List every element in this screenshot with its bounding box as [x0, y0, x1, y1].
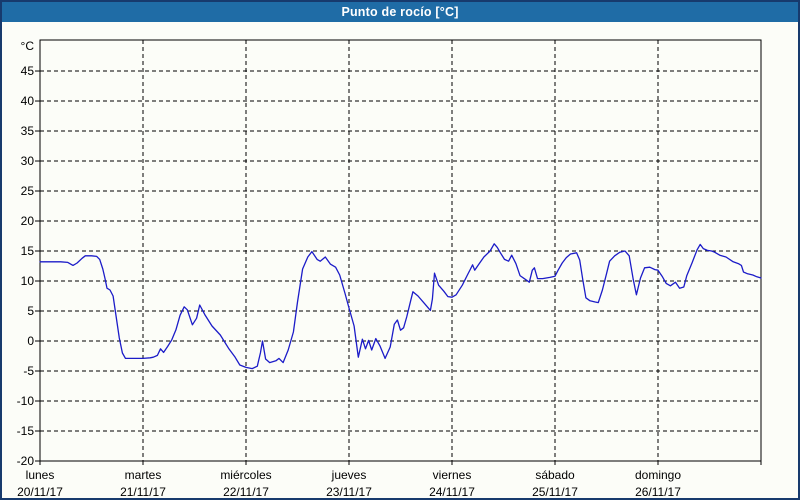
x-day-label: miércoles: [220, 468, 271, 482]
y-tick-label: -5: [23, 364, 34, 378]
x-date-label: 25/11/17: [532, 485, 578, 499]
y-tick-label: -20: [17, 454, 35, 468]
x-day-label: lunes: [26, 468, 55, 482]
y-tick-label: -10: [17, 394, 35, 408]
page-title: Punto de rocío [°C]: [341, 5, 459, 19]
x-day-label: jueves: [331, 468, 367, 482]
x-day-label: martes: [125, 468, 162, 482]
y-tick-label: -15: [17, 424, 35, 438]
x-date-label: 26/11/17: [635, 485, 681, 499]
title-bar: Punto de rocío [°C]: [2, 2, 798, 22]
y-tick-label: 30: [21, 154, 35, 168]
x-day-label: sábado: [535, 468, 575, 482]
x-date-label: 24/11/17: [429, 485, 475, 499]
x-date-label: 22/11/17: [223, 485, 269, 499]
y-unit-label: °C: [21, 39, 35, 53]
plot-border: [39, 39, 762, 462]
x-day-label: domingo: [635, 468, 681, 482]
x-date-label: 21/11/17: [120, 485, 166, 499]
y-tick-label: 25: [21, 184, 35, 198]
x-date-label: 23/11/17: [326, 485, 372, 499]
y-tick-label: 5: [27, 304, 34, 318]
y-tick-label: 35: [21, 124, 35, 138]
y-tick-label: 10: [21, 274, 35, 288]
y-tick-label: 45: [21, 64, 35, 78]
y-tick-label: 15: [21, 244, 35, 258]
y-tick-label: 20: [21, 214, 35, 228]
y-tick-label: 0: [27, 334, 34, 348]
x-date-label: 20/11/17: [17, 485, 63, 499]
x-day-label: viernes: [433, 468, 472, 482]
series-line: [39, 243, 762, 370]
y-tick-label: 40: [21, 94, 35, 108]
